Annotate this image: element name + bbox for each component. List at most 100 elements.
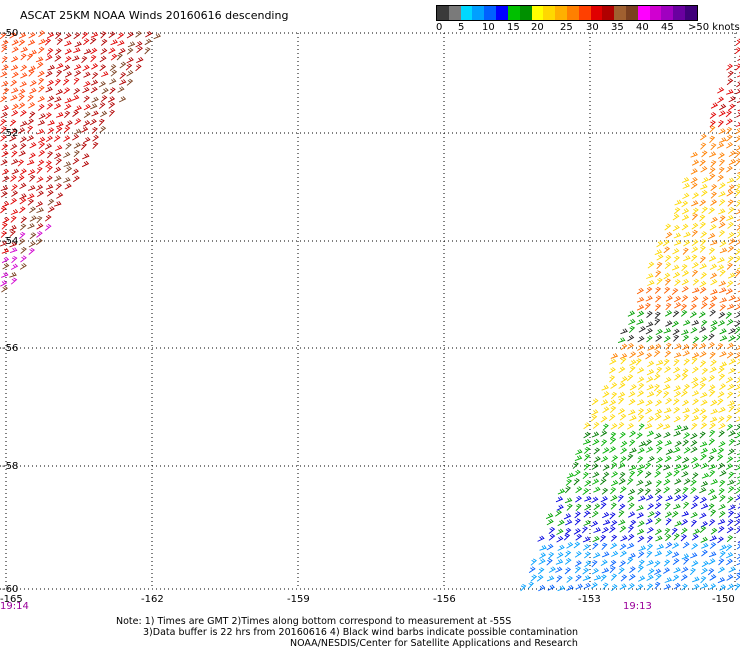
wind-barb xyxy=(710,319,718,327)
wind-barb xyxy=(610,479,619,487)
wind-barb xyxy=(654,311,661,319)
wind-barb xyxy=(681,329,689,336)
wind-barb xyxy=(654,286,662,294)
wind-barb xyxy=(736,333,740,341)
wind-barb xyxy=(54,152,62,159)
wind-barb xyxy=(717,566,726,574)
wind-barb xyxy=(718,406,726,413)
wind-barb xyxy=(573,541,581,549)
wind-barb xyxy=(17,159,25,167)
wind-barb xyxy=(91,126,98,135)
wind-barb xyxy=(727,510,735,518)
wind-barb xyxy=(680,527,688,535)
wind-barb xyxy=(20,246,27,254)
wind-barb xyxy=(691,357,698,365)
wind-barb xyxy=(610,573,618,581)
wind-barb xyxy=(654,528,663,535)
wind-barb xyxy=(564,567,572,575)
wind-barb xyxy=(71,94,80,101)
wind-barb xyxy=(36,61,44,69)
wind-barb xyxy=(601,487,609,495)
wind-barb xyxy=(9,247,18,254)
wind-barb xyxy=(11,55,19,63)
wind-barb xyxy=(636,304,645,311)
wind-barb xyxy=(90,47,98,55)
wind-barb xyxy=(637,565,644,573)
wind-barb xyxy=(64,183,72,190)
wind-barb xyxy=(617,422,625,429)
wind-barb xyxy=(700,567,708,575)
wind-barb xyxy=(28,152,36,159)
wind-barb xyxy=(582,471,589,480)
wind-barb xyxy=(611,584,618,592)
wind-barb xyxy=(709,429,716,438)
wind-barb xyxy=(610,391,618,400)
wind-barb xyxy=(591,463,599,470)
wind-barb xyxy=(56,121,64,128)
wind-barb xyxy=(55,183,62,191)
wind-barb xyxy=(645,327,653,335)
wind-barb xyxy=(718,430,725,438)
wind-barb xyxy=(689,311,697,318)
wind-barb xyxy=(725,552,734,559)
wind-barb xyxy=(708,558,716,565)
wind-barb xyxy=(717,343,724,351)
wind-barb xyxy=(709,583,717,590)
wind-barb xyxy=(1,45,8,53)
wind-barb xyxy=(64,40,72,47)
wind-barb xyxy=(709,309,716,317)
wind-barb xyxy=(681,518,689,526)
wind-barb xyxy=(674,478,682,485)
wind-barb xyxy=(0,185,9,192)
wind-barb xyxy=(690,168,698,175)
wind-barb xyxy=(637,447,645,454)
wind-barb xyxy=(38,46,45,54)
wind-barb xyxy=(719,137,727,143)
wind-barb xyxy=(627,453,634,461)
wind-barb xyxy=(99,64,107,72)
wind-barb xyxy=(735,183,740,191)
wind-barb xyxy=(726,414,733,422)
wind-barb xyxy=(629,415,637,422)
wind-barb xyxy=(671,551,680,558)
wind-barb xyxy=(100,38,108,46)
wind-barb xyxy=(36,238,43,246)
wind-barb xyxy=(735,423,740,431)
wind-barb xyxy=(637,350,645,358)
wind-barb xyxy=(600,559,608,566)
wind-barb xyxy=(556,552,564,559)
wind-barb xyxy=(564,550,572,558)
wind-barb xyxy=(663,286,671,294)
wind-barb xyxy=(601,542,608,551)
wind-barb xyxy=(583,431,591,439)
wind-barb xyxy=(583,446,591,454)
wind-barb xyxy=(690,479,697,487)
wind-barb xyxy=(663,559,671,567)
wind-barb xyxy=(673,358,680,367)
wind-barb xyxy=(575,495,582,503)
wind-barb xyxy=(628,582,635,590)
wind-barb xyxy=(671,264,680,271)
wind-barb xyxy=(692,207,699,215)
wind-barb xyxy=(19,182,27,189)
wind-barb xyxy=(56,37,63,46)
wind-barb xyxy=(717,391,725,398)
wind-barb xyxy=(647,261,655,269)
wind-barb xyxy=(637,376,645,383)
wind-barb xyxy=(35,201,44,208)
wind-barb xyxy=(728,95,736,103)
wind-barb xyxy=(719,304,726,312)
wind-barb xyxy=(144,47,151,55)
wind-barb xyxy=(671,510,679,518)
wind-barb xyxy=(538,558,546,565)
lon-label-159: -159 xyxy=(287,594,310,605)
wind-barb xyxy=(636,528,645,535)
wind-barb xyxy=(593,447,601,455)
wind-barb xyxy=(718,503,726,510)
wind-barb xyxy=(672,558,680,565)
wind-barb xyxy=(26,159,35,166)
wind-barb xyxy=(73,47,81,54)
wind-barb xyxy=(683,319,691,326)
wind-barb xyxy=(655,270,662,278)
wind-barb xyxy=(136,56,144,64)
